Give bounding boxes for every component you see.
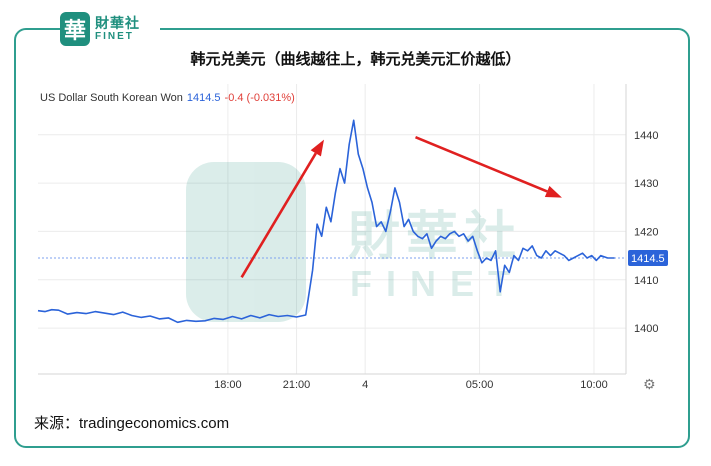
chart-grid	[38, 84, 627, 375]
series-line-usd-krw	[37, 119, 615, 324]
trend-arrows	[240, 135, 562, 279]
watermark-en: FINET	[350, 263, 524, 304]
content-frame	[14, 28, 690, 448]
gear-icon[interactable]: ⚙	[643, 376, 656, 392]
y-tick-1440: 1440	[634, 130, 658, 142]
y-tick-1400: 1400	[634, 323, 658, 335]
legend-series-name: US Dollar South Korean Won	[40, 92, 183, 104]
current-value-label: 1414.5	[631, 253, 665, 265]
y-tick-1430: 1430	[634, 178, 658, 190]
x-tick-4: 05:00	[466, 379, 494, 391]
chart-title: 韩元兑美元（曲线越往上，韩元兑美元汇价越低）	[190, 51, 521, 68]
x-tick-1: 18:00	[214, 379, 242, 391]
legend-change-value: -0.4 (-0.031%)	[224, 92, 295, 104]
current-value-badge: 1414.5	[628, 250, 668, 266]
trend-arrow-0-shaft	[240, 152, 317, 279]
x-tick-2: 21:00	[283, 379, 311, 391]
current-value-badge-bg	[628, 250, 668, 266]
watermark: 財華社 FINET	[186, 162, 524, 322]
logo-en-text: FINET	[95, 31, 134, 42]
y-axis: 1400 1410 1420 1430 1440	[634, 130, 658, 335]
chart-legend: US Dollar South Korean Won 1414.5 -0.4 (-0…	[40, 92, 295, 104]
x-tick-5: 10:00	[580, 379, 608, 391]
watermark-mark	[186, 162, 306, 322]
logo-cn-text: 財華社	[95, 15, 140, 31]
trend-arrow-1-head	[544, 185, 562, 198]
watermark-cn: 財華社	[348, 208, 522, 266]
finet-logo-icon: 華	[60, 12, 90, 46]
y-tick-1410: 1410	[634, 275, 658, 287]
x-tick-3: 4	[362, 379, 368, 391]
y-tick-1420: 1420	[634, 226, 658, 238]
source-text: 来源：tradingeconomics.com	[34, 415, 230, 432]
finet-logo: 華 財華社 FINET	[60, 10, 160, 48]
legend-last-value: 1414.5	[186, 92, 221, 104]
trend-arrow-0-head	[310, 139, 324, 157]
trend-arrow-1-shaft	[415, 135, 548, 193]
